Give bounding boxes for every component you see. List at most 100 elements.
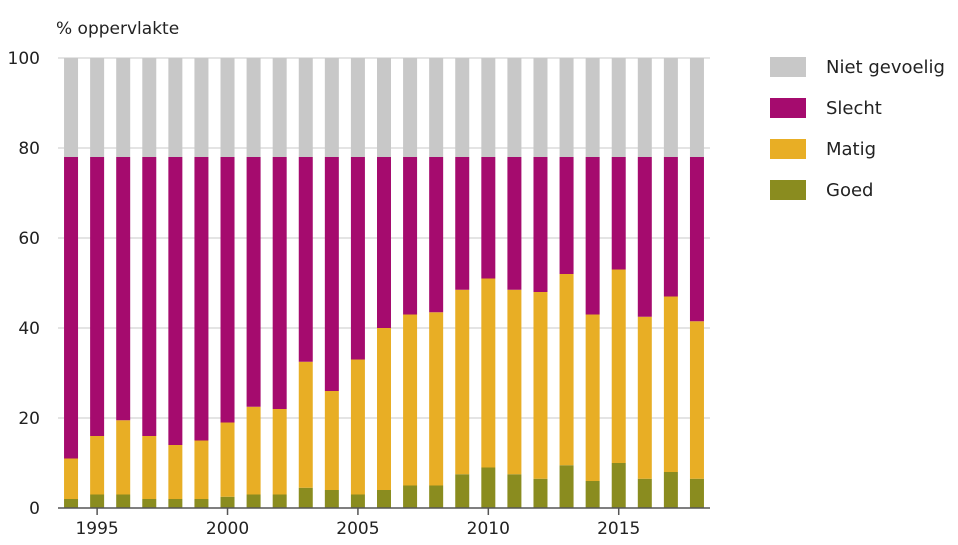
bar-segment-goed: [324, 490, 339, 508]
bar-segment-matig: [324, 391, 339, 490]
bar-segment-niet-gevoelig: [611, 58, 626, 157]
legend-swatch: [770, 98, 806, 118]
bar-segment-goed: [142, 499, 157, 508]
bar-segment-goed: [64, 499, 79, 508]
bar-segment-niet-gevoelig: [220, 58, 235, 157]
bar-segment-goed: [637, 478, 652, 508]
bar-segment-goed: [194, 499, 209, 508]
bar-segment-niet-gevoelig: [272, 58, 287, 157]
bar-segment-matig: [272, 409, 287, 495]
legend-label: Slecht: [826, 97, 882, 119]
bars: [64, 58, 704, 508]
legend-item-goed: Goed: [770, 179, 945, 201]
bar-segment-matig: [298, 361, 313, 488]
bar-segment-matig: [142, 436, 157, 499]
legend-label: Matig: [826, 138, 877, 160]
bar-segment-slecht: [559, 157, 574, 274]
bar-segment-goed: [663, 472, 678, 508]
bar-segment-matig: [116, 420, 131, 495]
bar-segment-matig: [663, 296, 678, 472]
bar-segment-slecht: [90, 157, 105, 436]
bar-segment-niet-gevoelig: [246, 58, 261, 157]
bar-segment-goed: [168, 499, 183, 508]
bar-segment-niet-gevoelig: [507, 58, 522, 157]
bar-segment-niet-gevoelig: [90, 58, 105, 157]
bar-segment-matig: [611, 269, 626, 463]
bar-segment-matig: [481, 278, 496, 468]
bar-segment-matig: [350, 359, 365, 495]
bar-segment-slecht: [429, 157, 444, 313]
bar-segment-slecht: [663, 157, 678, 297]
legend: Niet gevoelig Slecht Matig Goed: [770, 57, 945, 221]
bar-segment-slecht: [246, 157, 261, 407]
x-tick-label: 1995: [75, 519, 118, 539]
bar-segment-goed: [507, 474, 522, 508]
bar-segment-goed: [403, 485, 418, 508]
legend-item-matig: Matig: [770, 138, 945, 160]
bar-segment-matig: [455, 289, 470, 475]
bar-segment-goed: [246, 494, 261, 508]
bar-segment-matig: [429, 312, 444, 486]
y-tick-label: 40: [18, 319, 40, 339]
bar-segment-matig: [168, 445, 183, 499]
bar-segment-slecht: [533, 157, 548, 292]
legend-swatch: [770, 57, 806, 77]
bar-segment-niet-gevoelig: [663, 58, 678, 157]
bar-segment-slecht: [142, 157, 157, 436]
legend-label: Goed: [826, 179, 874, 201]
bar-segment-goed: [533, 478, 548, 508]
bar-segment-goed: [116, 494, 131, 508]
bar-segment-slecht: [637, 157, 652, 317]
bar-segment-goed: [689, 478, 704, 508]
bar-segment-slecht: [272, 157, 287, 409]
legend-swatch: [770, 180, 806, 200]
bar-segment-slecht: [194, 157, 209, 441]
bar-segment-goed: [481, 467, 496, 508]
bar-segment-niet-gevoelig: [350, 58, 365, 157]
bar-segment-niet-gevoelig: [403, 58, 418, 157]
bar-segment-slecht: [168, 157, 183, 445]
bar-segment-slecht: [377, 157, 391, 328]
bar-segment-slecht: [116, 157, 131, 421]
bar-segment-slecht: [350, 157, 365, 360]
y-tick-label: 60: [18, 229, 40, 249]
bar-segment-slecht: [585, 157, 600, 315]
bar-segment-goed: [220, 496, 235, 508]
bar-segment-slecht: [481, 157, 496, 279]
bar-segment-matig: [559, 274, 574, 466]
x-tick-label: 2005: [336, 519, 379, 539]
bar-segment-matig: [637, 316, 652, 479]
bar-segment-slecht: [507, 157, 522, 290]
bar-segment-slecht: [689, 157, 704, 322]
bar-segment-slecht: [220, 157, 235, 423]
bar-segment-niet-gevoelig: [637, 58, 652, 157]
bar-segment-goed: [429, 485, 444, 508]
bar-segment-matig: [90, 436, 105, 495]
x-tick-label: 2010: [467, 519, 510, 539]
bar-segment-niet-gevoelig: [298, 58, 313, 157]
bar-segment-goed: [455, 474, 470, 508]
bar-segment-slecht: [64, 157, 79, 459]
bar-segment-goed: [272, 494, 287, 508]
bar-segment-goed: [350, 494, 365, 508]
bar-segment-matig: [194, 440, 209, 499]
bar-segment-slecht: [611, 157, 626, 270]
bar-segment-niet-gevoelig: [168, 58, 183, 157]
bar-segment-niet-gevoelig: [455, 58, 470, 157]
bar-segment-matig: [585, 314, 600, 481]
bar-segment-slecht: [403, 157, 418, 315]
bar-segment-matig: [689, 321, 704, 479]
bar-segment-niet-gevoelig: [689, 58, 704, 157]
y-tick-label: 100: [8, 49, 40, 69]
bar-segment-niet-gevoelig: [585, 58, 600, 157]
y-axis-title: % oppervlakte: [56, 19, 179, 39]
axes: 0 20 40 60 80 100 1995 2000 2005 2010 2015: [8, 49, 710, 539]
legend-swatch: [770, 139, 806, 159]
bar-segment-niet-gevoelig: [559, 58, 574, 157]
bar-segment-matig: [507, 289, 522, 475]
bar-segment-goed: [559, 465, 574, 508]
bar-segment-matig: [220, 422, 235, 497]
bar-segment-matig: [403, 314, 418, 486]
